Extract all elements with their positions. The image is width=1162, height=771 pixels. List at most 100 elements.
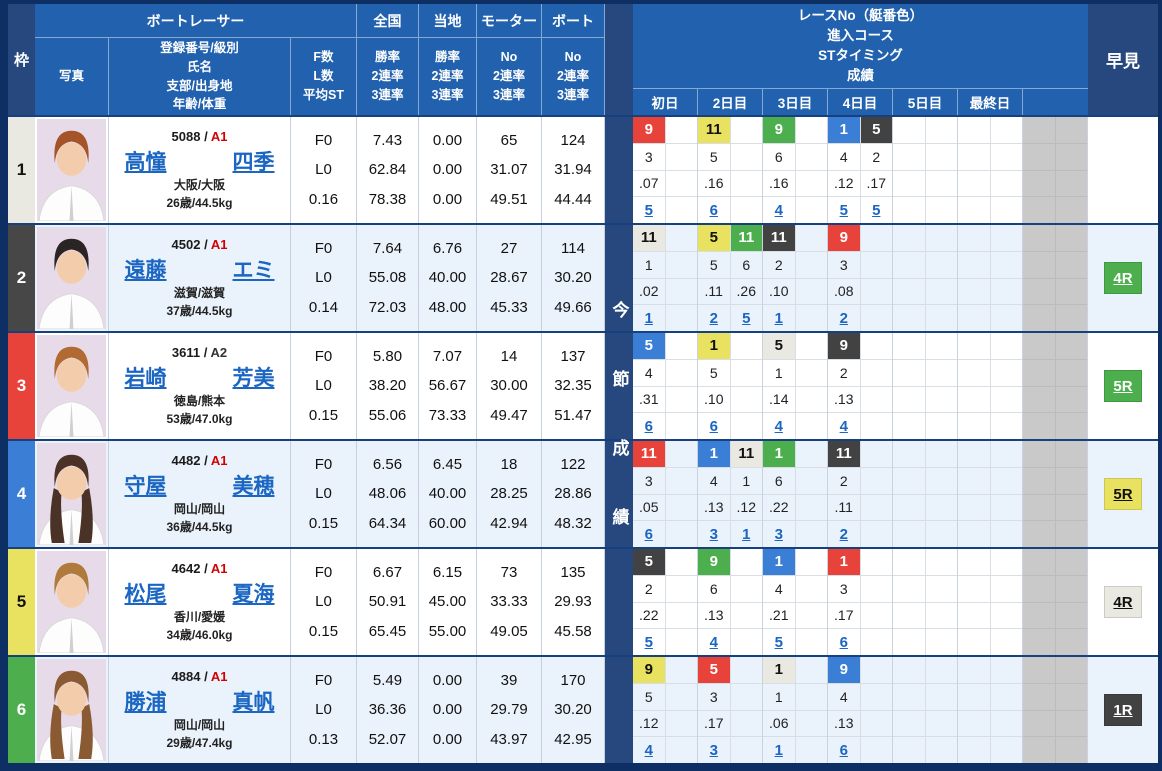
racer-portrait bbox=[37, 551, 106, 653]
st-timing bbox=[730, 603, 762, 630]
finish-position-link[interactable]: 1 bbox=[742, 525, 751, 543]
finish-row: 3 bbox=[763, 521, 795, 547]
local-stats: 0.00 0.00 0.00 bbox=[419, 117, 477, 223]
finish-position-link[interactable]: 4 bbox=[709, 633, 718, 651]
race-entry bbox=[1023, 333, 1055, 439]
finish-position-link[interactable]: 2 bbox=[839, 525, 848, 543]
finish-position-link[interactable]: 5 bbox=[774, 633, 783, 651]
entry-course bbox=[1023, 252, 1055, 279]
quick-ref-race-link[interactable]: 4R bbox=[1104, 262, 1142, 294]
f-l-st-value: 0.16 bbox=[308, 190, 339, 208]
st-timing bbox=[1023, 603, 1055, 630]
race-number-badge: 9 bbox=[698, 549, 730, 576]
st-timing: .10 bbox=[698, 387, 730, 414]
finish-row: 4 bbox=[763, 413, 795, 439]
finish-position-link[interactable]: 6 bbox=[709, 417, 718, 435]
results-title-line: レースNo（艇番色） bbox=[797, 7, 924, 23]
st-timing bbox=[1023, 279, 1055, 306]
racer-name-link[interactable]: 高憧 四季 bbox=[125, 146, 275, 176]
finish-position-link[interactable]: 4 bbox=[644, 741, 653, 759]
finish-position-link[interactable]: 6 bbox=[839, 741, 848, 759]
finish-position-link[interactable]: 6 bbox=[644, 525, 653, 543]
racer-name-link[interactable]: 岩崎 芳美 bbox=[125, 362, 275, 392]
finish-row bbox=[1056, 305, 1088, 331]
quick-ref-race-link[interactable]: 4R bbox=[1104, 586, 1142, 618]
race-entry: 11 2.11 2 bbox=[828, 441, 860, 547]
local-rate-header: 勝率 2連率 3連率 bbox=[419, 38, 477, 115]
racer-photo bbox=[35, 225, 109, 331]
frame-number: 2 bbox=[8, 225, 35, 331]
race-entry bbox=[958, 441, 990, 547]
finish-position-link[interactable]: 5 bbox=[742, 309, 751, 327]
race-entry: 11 1.12 1 bbox=[729, 441, 762, 547]
race-number-badge: 9 bbox=[828, 225, 860, 252]
finish-position-link[interactable]: 4 bbox=[774, 417, 783, 435]
st-timing: .08 bbox=[828, 279, 860, 306]
finish-position-link[interactable]: 2 bbox=[839, 309, 848, 327]
finish-position-link[interactable]: 2 bbox=[709, 309, 718, 327]
racer-name-link[interactable]: 松尾 夏海 bbox=[125, 578, 275, 608]
motor-stats-value: 73 bbox=[500, 564, 518, 582]
entry-course bbox=[925, 468, 957, 495]
finish-row bbox=[861, 305, 893, 331]
quick-ref-race-link[interactable]: 1R bbox=[1104, 694, 1142, 726]
boat-stats: 137 32.35 51.47 bbox=[542, 333, 605, 439]
race-entry bbox=[664, 333, 697, 439]
race-number-badge bbox=[1055, 333, 1087, 360]
finish-row bbox=[893, 305, 925, 331]
finish-row bbox=[796, 305, 828, 331]
st-timing bbox=[665, 387, 697, 414]
race-entry: 9 5.12 4 bbox=[633, 657, 665, 763]
entry-course bbox=[958, 468, 990, 495]
racer-name-link[interactable]: 遠藤 エミ bbox=[125, 254, 275, 284]
entry-course bbox=[795, 360, 827, 387]
finish-position-link[interactable]: 6 bbox=[709, 201, 718, 219]
st-timing bbox=[1023, 387, 1055, 414]
finish-position-link[interactable]: 4 bbox=[774, 201, 783, 219]
race-number-badge bbox=[795, 441, 827, 468]
local-stats: 6.76 40.00 48.00 bbox=[419, 225, 477, 331]
finish-position-link[interactable]: 4 bbox=[839, 417, 848, 435]
entry-course bbox=[860, 684, 892, 711]
entry-course bbox=[665, 144, 697, 171]
national-stats-value: 5.80 bbox=[372, 348, 403, 366]
finish-position-link[interactable]: 1 bbox=[644, 309, 653, 327]
finish-position-link[interactable]: 5 bbox=[872, 201, 881, 219]
race-entry bbox=[794, 657, 827, 763]
finish-position-link[interactable]: 1 bbox=[774, 309, 783, 327]
finish-position-link[interactable]: 3 bbox=[709, 525, 718, 543]
class-grade: A1 bbox=[210, 560, 228, 576]
finish-position-link[interactable]: 3 bbox=[774, 525, 783, 543]
day-7-results bbox=[1023, 441, 1088, 547]
finish-row bbox=[991, 197, 1023, 223]
quick-ref-cell: 4R bbox=[1088, 549, 1158, 655]
race-number-badge bbox=[893, 117, 925, 144]
race-number-badge bbox=[1055, 117, 1087, 144]
race-number-badge bbox=[958, 657, 990, 684]
racer-name-link[interactable]: 守屋 美穂 bbox=[125, 470, 275, 500]
finish-position-link[interactable]: 6 bbox=[644, 417, 653, 435]
finish-position-link[interactable]: 1 bbox=[774, 741, 783, 759]
entry-course: 5 bbox=[698, 144, 730, 171]
racer-name-link[interactable]: 勝浦 真帆 bbox=[125, 686, 275, 716]
entry-course: 5 bbox=[698, 360, 730, 387]
race-entry: 9 2.13 4 bbox=[828, 333, 860, 439]
entry-course bbox=[1055, 144, 1087, 171]
finish-position-link[interactable]: 5 bbox=[839, 201, 848, 219]
finish-position-link[interactable]: 5 bbox=[644, 633, 653, 651]
st-timing bbox=[860, 279, 892, 306]
reg-class-separator: / bbox=[200, 668, 211, 684]
boat-stats-value: 135 bbox=[560, 564, 586, 582]
national-stats: 5.80 38.20 55.06 bbox=[357, 333, 419, 439]
race-entry bbox=[1054, 333, 1087, 439]
st-timing bbox=[730, 711, 762, 738]
quick-ref-race-link[interactable]: 5R bbox=[1104, 478, 1142, 510]
race-number-badge bbox=[1055, 441, 1087, 468]
st-timing bbox=[795, 711, 827, 738]
finish-row bbox=[1023, 521, 1055, 547]
finish-position-link[interactable]: 3 bbox=[709, 741, 718, 759]
finish-position-link[interactable]: 6 bbox=[839, 633, 848, 651]
quick-ref-race-link[interactable]: 5R bbox=[1104, 370, 1142, 402]
race-number-badge bbox=[958, 117, 990, 144]
finish-position-link[interactable]: 5 bbox=[644, 201, 653, 219]
